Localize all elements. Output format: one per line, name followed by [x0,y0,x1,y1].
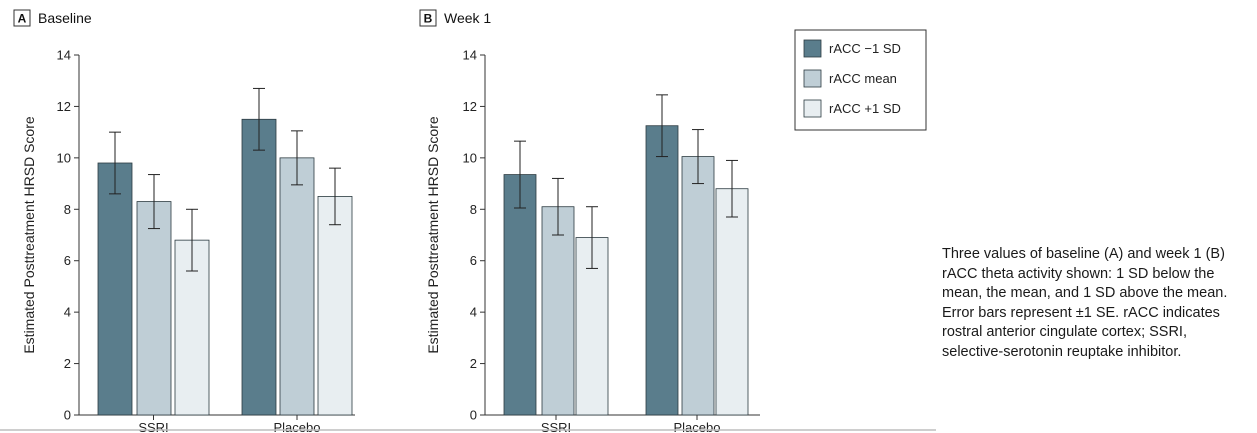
y-axis-title-1: Estimated Posttreatment HRSD Score [425,116,441,354]
y-tick-label-0-6: 12 [57,99,71,114]
panel-title-0: Baseline [38,10,92,26]
bar-1-1-2 [715,188,749,416]
y-tick-label-0-4: 8 [64,202,71,217]
y-tick-label-1-0: 0 [470,408,477,423]
legend-label-1: rACC mean [829,71,897,86]
x-tick-label-0-0: SSRI [138,420,168,433]
legend-label-2: rACC +1 SD [829,101,901,116]
y-tick-label-1-6: 12 [463,99,477,114]
y-tick-label-0-7: 14 [57,48,71,63]
bar-1-0-0 [503,174,537,416]
bar-0-1-1 [279,157,315,416]
y-tick-label-0-2: 4 [64,305,71,320]
legend-label-0: rACC −1 SD [829,41,901,56]
y-tick-label-1-1: 2 [470,356,477,371]
bar-0-0-1 [136,201,172,416]
y-tick-label-1-5: 10 [463,150,477,165]
y-tick-label-1-7: 14 [463,48,477,63]
y-tick-label-1-2: 4 [470,305,477,320]
legend-swatch-2 [803,99,822,118]
bar-0-1-2 [317,196,353,416]
legend-swatch-0 [803,39,822,58]
y-tick-label-1-3: 6 [470,253,477,268]
y-tick-label-0-1: 2 [64,356,71,371]
panel-letter-0: A [18,12,27,26]
bar-1-1-0 [645,125,679,416]
x-tick-label-1-0: SSRI [541,420,571,433]
y-axis-title-0: Estimated Posttreatment HRSD Score [21,116,37,354]
x-tick-label-1-1: Placebo [674,420,721,433]
panel-title-1: Week 1 [444,10,491,26]
y-tick-label-0-0: 0 [64,408,71,423]
bar-1-0-1 [541,206,575,416]
x-tick-label-0-1: Placebo [274,420,321,433]
y-tick-label-0-3: 6 [64,253,71,268]
panel-letter-box-1 [419,9,437,27]
bar-1-1-1 [681,156,715,416]
panel-letter-box-0 [13,9,31,27]
bar-0-0-0 [97,162,133,416]
bar-0-1-0 [241,118,277,416]
figure-caption: Three values of baseline (A) and week 1 … [942,246,1228,360]
legend-swatch-1 [803,69,822,88]
y-tick-label-1-4: 8 [470,202,477,217]
panel-letter-1: B [424,12,433,26]
y-tick-label-0-5: 10 [57,150,71,165]
